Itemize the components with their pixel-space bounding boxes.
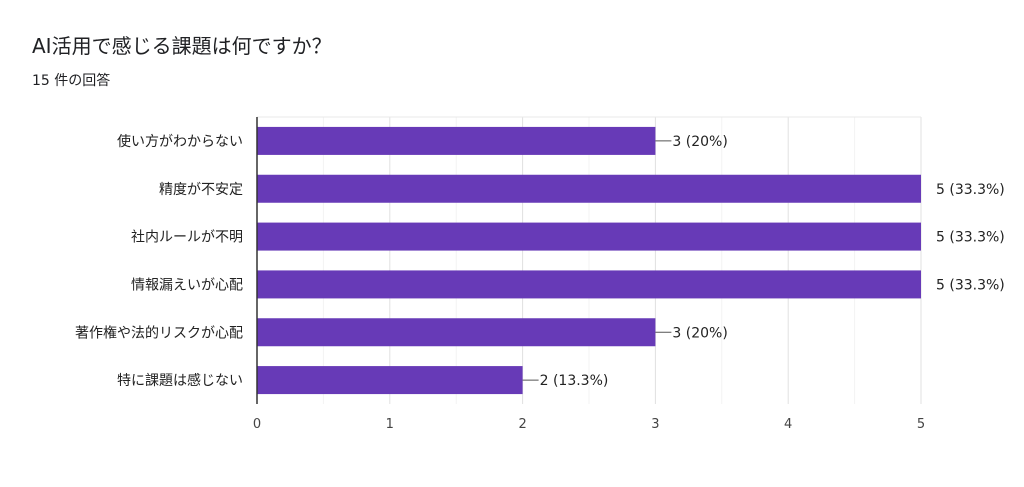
data-label: 2 (13.3%) xyxy=(540,373,609,389)
x-tick-label: 5 xyxy=(917,417,925,432)
bar xyxy=(257,222,921,251)
data-label: 5 (33.3%) xyxy=(936,230,1005,246)
data-label: 5 (33.3%) xyxy=(936,277,1005,293)
bar xyxy=(257,174,921,203)
x-tick-label: 0 xyxy=(253,417,261,432)
category-label: 著作権や法的リスクが心配 xyxy=(75,324,243,341)
category-label: 使い方がわからない xyxy=(117,133,243,150)
bar xyxy=(257,366,523,395)
category-label: 情報漏えいが心配 xyxy=(131,277,243,293)
data-label: 5 (33.3%) xyxy=(936,182,1005,198)
data-label: 3 (20%) xyxy=(672,134,727,150)
x-tick-label: 2 xyxy=(518,417,526,432)
labels: 0 1 2 3 4 5 使い方がわからない 3 (20%) 精度が不安定 5 (33.3%) 社内ル… xyxy=(75,117,1005,432)
x-tick-label: 3 xyxy=(651,417,659,432)
bar xyxy=(257,318,656,347)
category-label: 社内ルールが不明 xyxy=(131,230,243,246)
gridlines xyxy=(257,116,922,404)
chart-title: AI活用で感じる課題は何ですか？ xyxy=(32,34,332,58)
category-label: 特に課題は感じない xyxy=(117,372,243,389)
data-label: 3 (20%) xyxy=(672,325,727,341)
bar xyxy=(257,270,921,299)
bars xyxy=(257,126,921,395)
x-tick-label: 1 xyxy=(386,417,394,432)
response-count: 15 件の回答 xyxy=(32,73,111,89)
category-label: 精度が不安定 xyxy=(159,182,243,198)
bar xyxy=(257,126,656,155)
x-tick-label: 4 xyxy=(784,417,792,432)
